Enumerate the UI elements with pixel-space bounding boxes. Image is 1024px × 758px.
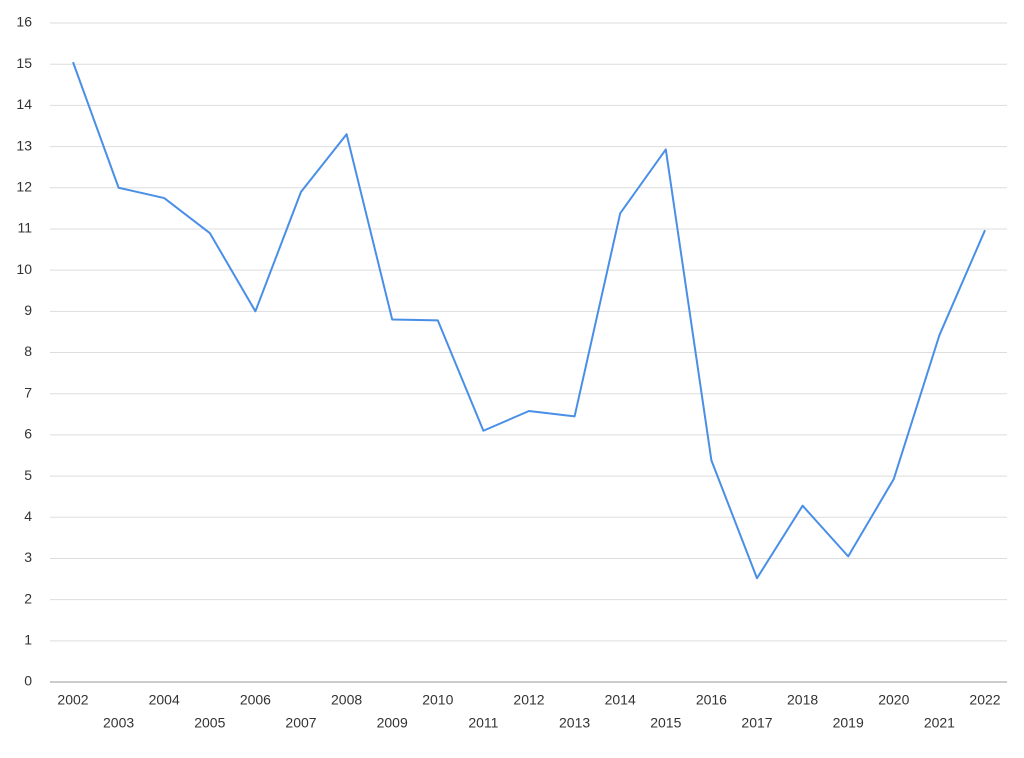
y-tick-label: 5	[24, 467, 32, 483]
y-tick-label: 16	[16, 14, 32, 30]
x-tick-label: 2014	[605, 692, 636, 708]
x-tick-label: 2006	[240, 692, 271, 708]
x-tick-label: 2003	[103, 715, 134, 731]
y-tick-label: 10	[16, 261, 32, 277]
y-tick-label: 6	[24, 426, 32, 442]
y-tick-label: 0	[24, 673, 32, 689]
x-tick-label: 2008	[331, 692, 362, 708]
x-tick-label: 2013	[559, 715, 590, 731]
y-tick-label: 13	[16, 137, 32, 153]
x-tick-label: 2010	[422, 692, 453, 708]
y-tick-label: 4	[24, 508, 32, 524]
y-tick-label: 12	[16, 178, 32, 194]
y-tick-label: 2	[24, 590, 32, 606]
y-tick-label: 1	[24, 632, 32, 648]
y-tick-label: 11	[17, 220, 32, 236]
x-tick-label: 2018	[787, 692, 818, 708]
data-line	[72, 61, 986, 580]
x-tick-label: 2022	[969, 692, 1000, 708]
y-tick-label: 7	[24, 384, 32, 400]
y-tick-label: 9	[24, 302, 32, 318]
x-tick-label: 2002	[57, 692, 88, 708]
x-tick-label: 2019	[833, 715, 864, 731]
y-tick-label: 8	[24, 343, 32, 359]
x-tick-label: 2015	[650, 715, 681, 731]
x-tick-label: 2016	[696, 692, 727, 708]
x-tick-label: 2012	[513, 692, 544, 708]
x-tick-label: 2011	[468, 715, 498, 731]
x-tick-label: 2007	[285, 715, 316, 731]
y-tick-label: 14	[16, 96, 32, 112]
x-tick-label: 2020	[878, 692, 909, 708]
x-tick-label: 2021	[924, 715, 955, 731]
x-tick-label: 2009	[377, 715, 408, 731]
y-tick-label: 3	[24, 549, 32, 565]
x-tick-label: 2017	[741, 715, 772, 731]
x-tick-label: 2005	[194, 715, 225, 731]
x-tick-label: 2004	[149, 692, 180, 708]
y-tick-label: 15	[16, 55, 32, 71]
